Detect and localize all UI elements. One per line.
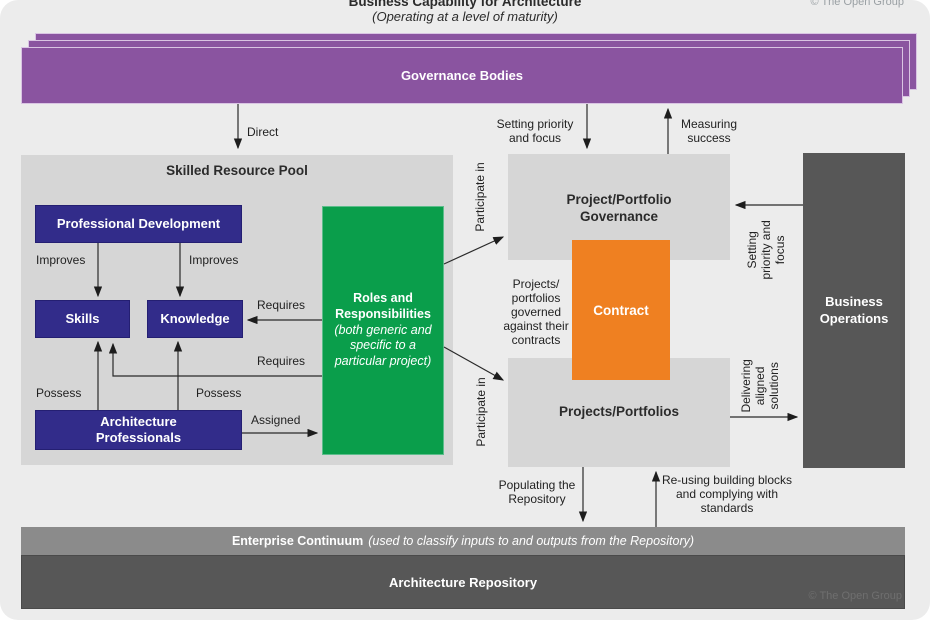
label-direct: Direct [247, 125, 279, 139]
architecture-repository-bar: Architecture Repository [21, 555, 905, 609]
projects-portfolios-box: Projects/Portfolios [508, 358, 730, 467]
label-requires-upper: Requires [257, 298, 306, 312]
enterprise-continuum-note: (used to classify inputs to and outputs … [368, 534, 695, 548]
architecture-professionals-box: Architecture Professionals [35, 410, 242, 450]
professional-development-box: Professional Development [35, 205, 242, 243]
enterprise-continuum-label: Enterprise Continuum [231, 534, 364, 548]
knowledge-box: Knowledge [147, 300, 243, 338]
projects-portfolios-label: Projects/Portfolios [558, 404, 680, 420]
enterprise-continuum-bar: Enterprise Continuum (used to classify i… [21, 527, 905, 555]
label-possess-right: Possess [196, 386, 242, 400]
diagram-header: Business Capability for Architecture (Op… [0, 0, 930, 24]
label-participate-in-lower: Participate in [474, 377, 489, 447]
architecture-professionals-label: Architecture Professionals [95, 414, 182, 445]
professional-development-label: Professional Development [56, 216, 221, 232]
page-title: Business Capability for Architecture [348, 0, 582, 9]
contract-label: Contract [593, 302, 649, 318]
label-assigned: Assigned [251, 413, 301, 427]
skills-label: Skills [65, 311, 100, 327]
label-setting-priority-right: Setting priority and focus [745, 220, 787, 280]
knowledge-label: Knowledge [160, 311, 230, 327]
label-populating-repository: Populating the Repository [498, 478, 576, 506]
label-measuring-success: Measuring success [680, 117, 738, 145]
governance-bodies-bar: Governance Bodies [21, 47, 903, 104]
copyright-watermark: © The Open Group [808, 590, 902, 602]
label-reusing-blocks: Re-using building blocks and complying w… [661, 473, 793, 515]
label-setting-priority-top: Setting priority and focus [496, 117, 574, 145]
label-requires-lower: Requires [257, 354, 306, 368]
label-delivering-solutions: Delivering aligned solutions [739, 359, 781, 413]
skills-box: Skills [35, 300, 130, 338]
project-portfolio-governance-label: Project/Portfolio Governance [566, 192, 672, 224]
label-improves-right: Improves [189, 253, 239, 267]
roles-responsibilities-box: Roles and Responsibilities (both generic… [322, 206, 444, 455]
contract-box: Contract [572, 240, 670, 380]
roles-responsibilities-note: (both generic and specific to a particul… [334, 322, 432, 368]
label-possess-left: Possess [36, 386, 82, 400]
business-operations-box: Business Operations [803, 153, 905, 468]
page-subtitle: (Operating at a level of maturity) [372, 9, 558, 24]
skilled-resource-pool-title: Skilled Resource Pool [166, 163, 308, 178]
label-participate-in-upper: Participate in [473, 162, 488, 232]
governance-bodies-label: Governance Bodies [400, 68, 524, 83]
label-improves-left: Improves [36, 253, 86, 267]
label-governed-note: Projects/ portfolios governed against th… [503, 277, 569, 347]
copyright-top: © The Open Group [810, 0, 904, 8]
roles-responsibilities-title: Roles and Responsibilities [335, 291, 431, 322]
architecture-repository-label: Architecture Repository [388, 574, 538, 590]
business-operations-label: Business Operations [819, 293, 889, 326]
